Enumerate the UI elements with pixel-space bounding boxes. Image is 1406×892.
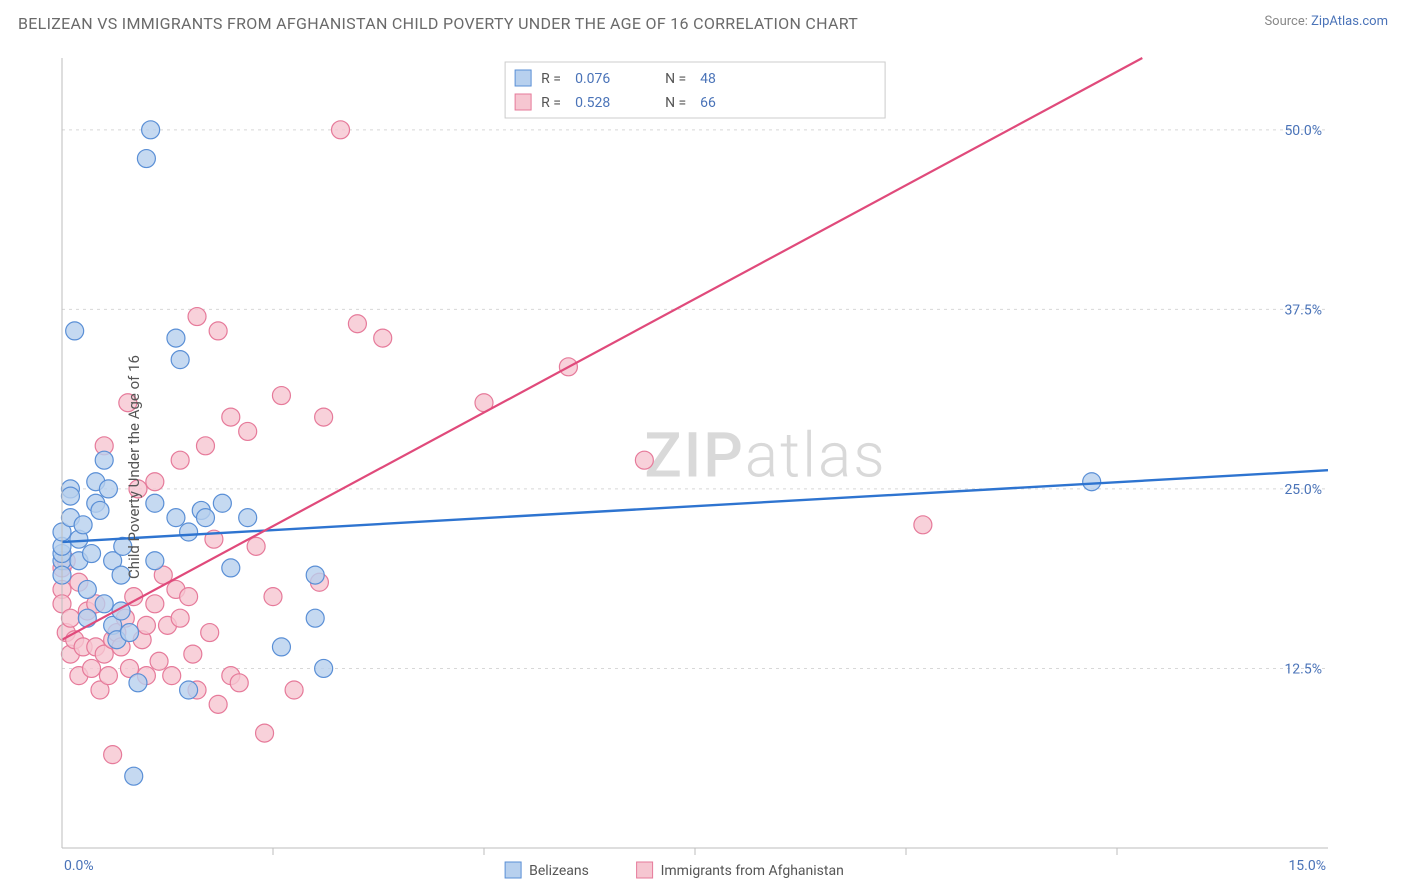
scatter-point [61, 487, 79, 505]
chart-area: Child Poverty Under the Age of 16 12.5% 2… [18, 48, 1388, 886]
legend-n-value: 66 [700, 95, 716, 111]
scatter-point [201, 624, 219, 642]
legend-r-value: 0.076 [575, 71, 610, 87]
scatter-point [95, 451, 113, 469]
scatter-point [914, 516, 932, 534]
svg-text:37.5%: 37.5% [1284, 302, 1322, 318]
scatter-point [167, 509, 185, 527]
legend-swatch [515, 94, 531, 110]
scatter-point [184, 645, 202, 663]
scatter-point [66, 322, 84, 340]
legend-n-value: 48 [700, 71, 716, 87]
scatter-point [121, 624, 139, 642]
scatter-point [239, 422, 257, 440]
scatter-point [125, 767, 143, 785]
regression-line [62, 58, 1142, 640]
scatter-point [171, 609, 189, 627]
scatter-point [171, 451, 189, 469]
scatter-point [264, 588, 282, 606]
svg-text:12.5%: 12.5% [1284, 661, 1322, 677]
scatter-point [61, 609, 79, 627]
scatter-point [180, 588, 198, 606]
scatter-point [74, 516, 92, 534]
scatter-point [209, 322, 227, 340]
scatter-point [306, 566, 324, 584]
y-axis-label: Child Poverty Under the Age of 16 [125, 355, 143, 579]
scatter-point [230, 674, 248, 692]
scatter-point [171, 351, 189, 369]
svg-text:50.0%: 50.0% [1284, 123, 1322, 139]
source-label: Source: [1264, 14, 1307, 29]
scatter-point [146, 595, 164, 613]
svg-text:ZIPatlas: ZIPatlas [644, 420, 886, 493]
scatter-point [129, 674, 147, 692]
scatter-point [137, 150, 155, 168]
scatter-point [146, 494, 164, 512]
legend-series-label: Belizeans [529, 863, 589, 879]
scatter-point [150, 652, 168, 670]
scatter-point [256, 724, 274, 742]
legend-r-label: R = [541, 71, 561, 87]
scatter-point [315, 408, 333, 426]
scatter-point [239, 509, 257, 527]
legend-swatch [505, 862, 521, 878]
scatter-point [78, 609, 96, 627]
source-attribution: Source: ZipAtlas.com [1264, 14, 1388, 29]
scatter-point [167, 329, 185, 347]
scatter-plot: 12.5% 25.0% 37.5% 50.0% ZIPatlas 0.0% 15.0% R =… [18, 48, 1388, 886]
scatter-point [146, 473, 164, 491]
scatter-point [285, 681, 303, 699]
scatter-point [315, 659, 333, 677]
scatter-point [99, 667, 117, 685]
legend-n-label: N = [665, 95, 686, 111]
scatter-point [332, 121, 350, 139]
legend-stats [505, 62, 885, 118]
scatter-point [104, 746, 122, 764]
scatter-point [137, 616, 155, 634]
scatter-point [91, 501, 109, 519]
scatter-point [142, 121, 160, 139]
scatter-point [83, 545, 101, 563]
legend-swatch [515, 70, 531, 86]
chart-title: BELIZEAN VS IMMIGRANTS FROM AFGHANISTAN … [18, 14, 858, 33]
scatter-point [196, 509, 214, 527]
legend-series-label: Immigrants from Afghanistan [661, 863, 844, 879]
scatter-point [196, 437, 214, 455]
scatter-point [222, 559, 240, 577]
scatter-point [272, 387, 290, 405]
scatter-point [1083, 473, 1101, 491]
scatter-point [213, 494, 231, 512]
scatter-point [247, 537, 265, 555]
scatter-point [83, 659, 101, 677]
scatter-point [188, 308, 206, 326]
scatter-point [348, 315, 366, 333]
scatter-point [146, 552, 164, 570]
scatter-point [306, 609, 324, 627]
svg-text:25.0%: 25.0% [1284, 482, 1322, 498]
scatter-point [374, 329, 392, 347]
legend-r-value: 0.528 [575, 95, 610, 111]
scatter-point [272, 638, 290, 656]
legend-n-label: N = [665, 71, 686, 87]
scatter-point [222, 408, 240, 426]
scatter-point [78, 580, 96, 598]
scatter-point [99, 480, 117, 498]
svg-text:15.0%: 15.0% [1288, 858, 1326, 874]
svg-text:0.0%: 0.0% [64, 858, 94, 874]
scatter-point [635, 451, 653, 469]
scatter-point [180, 681, 198, 699]
scatter-point [209, 695, 227, 713]
scatter-point [163, 667, 181, 685]
legend-swatch [637, 862, 653, 878]
legend-r-label: R = [541, 95, 561, 111]
scatter-point [95, 595, 113, 613]
scatter-point [180, 523, 198, 541]
source-value: ZipAtlas.com [1311, 14, 1388, 29]
